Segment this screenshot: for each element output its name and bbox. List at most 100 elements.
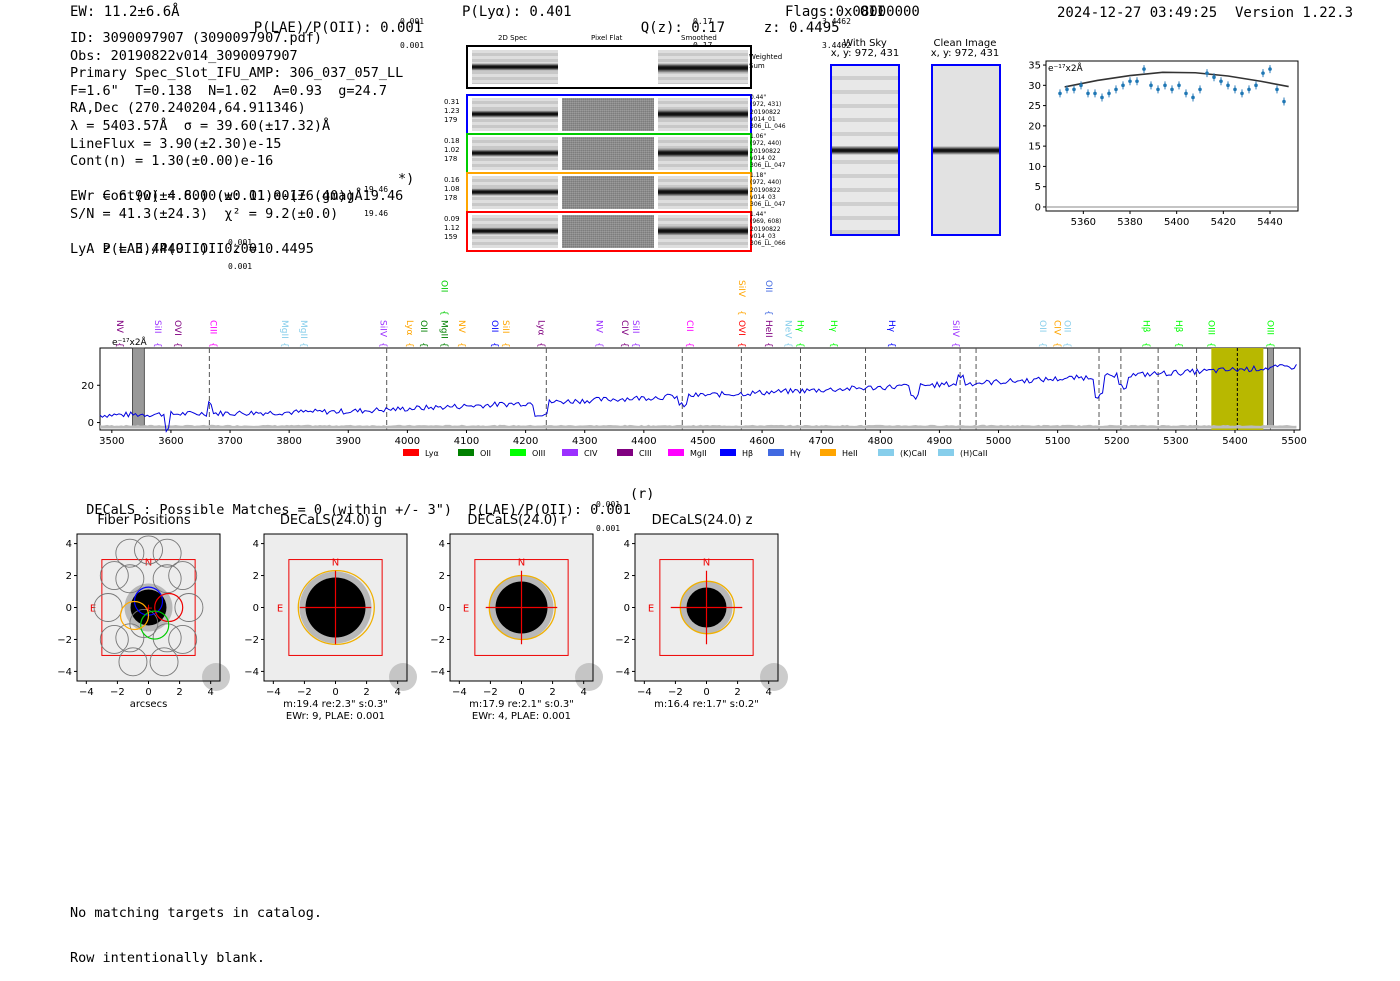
line-label-brace: { — [439, 310, 449, 316]
cutout-stat: 1.23 — [444, 107, 460, 115]
fiber-circle — [99, 561, 129, 590]
spectral-line-label: OII { — [1037, 320, 1047, 348]
xtick-label: 4 — [765, 687, 771, 698]
info-line: Cont(n) = 1.30(±0.00)e-16 — [70, 153, 274, 170]
line-label-text: OII — [418, 320, 428, 332]
xtick-label: −2 — [110, 687, 125, 698]
spectral-line-label: OVI { — [736, 320, 746, 348]
fit-point — [1268, 67, 1272, 71]
ytick-label: 0 — [1035, 202, 1041, 213]
legend-label: Hγ — [790, 449, 801, 458]
spectral-line-label: NV { — [456, 320, 466, 348]
plya-value: P(Lyα): 0.401 — [462, 4, 572, 20]
cutout-smoothed — [658, 137, 748, 170]
spectral-line-label: SiII { — [500, 320, 510, 348]
xtick-label: −2 — [668, 687, 683, 698]
decals-caption-1: m:19.4 re:2.3" s:0.3" — [283, 699, 388, 710]
line-label-brace: { — [207, 342, 217, 348]
legend-swatch — [768, 449, 784, 456]
xtick-label: 5420 — [1211, 217, 1236, 228]
line-label-text: NV — [594, 320, 604, 334]
spectrum-yticks: 0 20 — [81, 381, 100, 429]
fit-point — [1191, 95, 1195, 100]
xtick-label: 4800 — [868, 436, 893, 447]
cutout-meta: 306_LL_066 — [750, 240, 786, 248]
fit-point — [1065, 87, 1069, 92]
xtick-label: 4600 — [749, 436, 774, 447]
xtick-label: 0 — [145, 687, 151, 698]
spectral-line-label: MgII { — [298, 320, 308, 348]
line-label-text: SiIV — [736, 280, 746, 298]
clean-image-title: Clean Image — [933, 38, 997, 49]
corner-source — [389, 663, 417, 691]
line-label-brace: { — [1264, 342, 1274, 348]
info-line-text: P(LAE)/P(OII): 0.001 — [102, 241, 266, 258]
ytick-label: 25 — [1028, 101, 1041, 112]
ytick-label: −2 — [57, 635, 72, 646]
weighted-sum-row — [466, 45, 752, 89]
cutout-row-meta: 1.06" (972, 440) 20190822 v014_02 306_LL_047 — [750, 133, 786, 169]
fiber-highlight — [119, 600, 150, 631]
fit-point — [1142, 67, 1146, 71]
cutout-stat: 159 — [444, 233, 458, 241]
ytick-label: 4 — [66, 539, 72, 550]
legend-swatch — [458, 449, 474, 456]
legend-label: OII — [480, 449, 491, 458]
line-label-brace: { — [763, 310, 773, 316]
cutout-row-stats: 0.16 1.08 178 — [444, 176, 460, 203]
fit-point — [1282, 99, 1286, 104]
legend-label: OIII — [532, 449, 545, 458]
spectral-line-label: Hγ { — [828, 320, 838, 348]
gmag-sub: 19.46 — [364, 208, 389, 218]
qz-sup: 0.17 — [693, 17, 713, 26]
line-label-brace: { — [630, 342, 640, 348]
ytick-label: −2 — [615, 635, 630, 646]
ytick-label: 0 — [88, 418, 94, 429]
center-marker: + — [144, 602, 153, 615]
cutout-meta: 20190822 — [750, 108, 781, 116]
cutout-2dspec — [472, 137, 558, 170]
info-line: RA,Dec (270.240204,64.911346) — [70, 100, 306, 117]
xtick-label: 5380 — [1117, 217, 1142, 228]
fiber-circle — [129, 609, 159, 638]
clean-image — [931, 64, 1001, 236]
fit-point — [1233, 87, 1237, 92]
line-label-text: SiII — [500, 320, 510, 334]
line-label-text: HeII — [763, 320, 773, 338]
timestamp: 2024-12-27 03:49:25 — [1057, 5, 1218, 21]
cutout-stat: 0.18 — [444, 137, 460, 145]
xtick-label: 3700 — [217, 436, 242, 447]
fit-point — [1261, 71, 1265, 75]
legend-swatch — [668, 449, 684, 456]
xtick-label: 4200 — [513, 436, 538, 447]
legend-label: Hβ — [742, 449, 753, 458]
ytick-label: 4 — [253, 539, 259, 550]
cutout-stat: 1.08 — [444, 185, 460, 193]
cutout-stat: 1.12 — [444, 224, 460, 232]
cutout-pixelflat — [562, 215, 654, 248]
fit-point — [1184, 91, 1188, 96]
cutout-pixelflat — [562, 98, 654, 131]
cutout-meta: 1.18" — [750, 172, 767, 179]
fit-point — [1072, 87, 1076, 92]
ytick-label: 0 — [624, 603, 630, 614]
cutout-meta: 306_LL_047 — [750, 162, 786, 170]
line-label-brace: { — [794, 342, 804, 348]
ytick-label: 35 — [1028, 61, 1041, 72]
cutout-meta: (972, 440) — [750, 179, 782, 187]
cutout-2dspec — [472, 98, 558, 131]
legend-swatch — [562, 449, 578, 456]
info-line-text: Cont(w) = 8.00(±0.01)e-17 (gmag 19.46 — [102, 188, 404, 205]
fit-point — [1121, 83, 1125, 88]
spectral-line-label: SiIV { — [950, 320, 960, 348]
cutout-pixelflat — [562, 137, 654, 170]
spectral-line-label: OIII { — [1264, 320, 1274, 348]
spectral-line-label: OII { — [489, 320, 499, 348]
fit-point — [1247, 87, 1251, 92]
legend-label: Lyα — [425, 449, 439, 458]
line-label-brace: { — [736, 342, 746, 348]
fiber-circle — [99, 625, 129, 654]
search-box — [659, 559, 754, 656]
